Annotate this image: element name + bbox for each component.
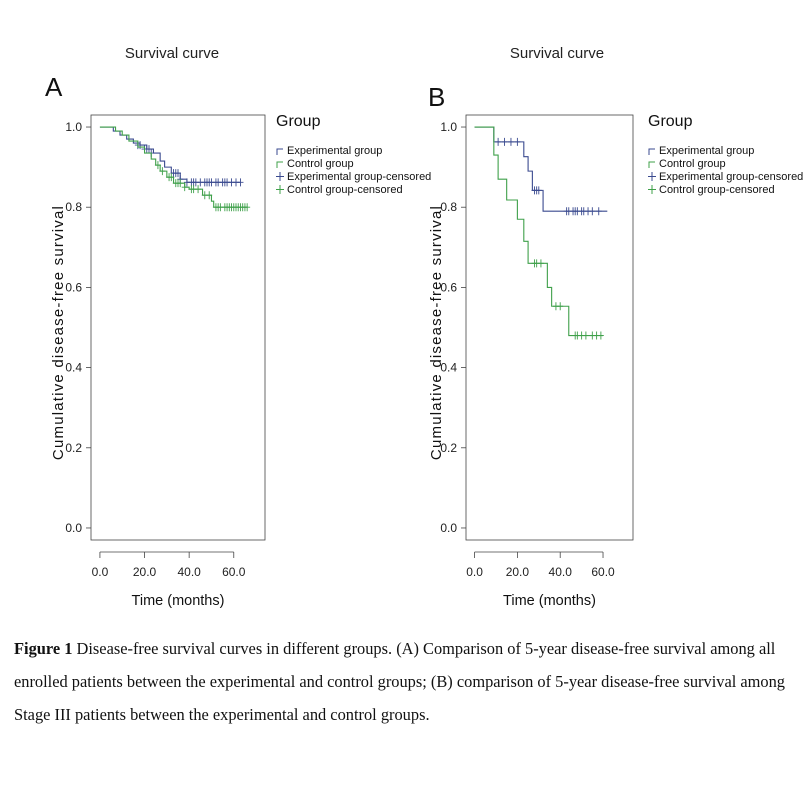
legend-label: Experimental group-censored	[287, 171, 431, 183]
legend-key-line	[648, 161, 655, 168]
y-tick-label: 0.4	[65, 361, 82, 375]
x-tick-label: 40.0	[177, 565, 201, 579]
y-axis-label: Cumulative disease-free survival	[50, 205, 67, 460]
censor-mark	[535, 186, 542, 195]
censor-mark	[495, 137, 502, 146]
censor-mark	[181, 183, 188, 192]
y-tick-label: 1.0	[440, 120, 457, 134]
y-tick-label: 0.6	[65, 280, 82, 294]
censor-mark	[175, 169, 181, 178]
censor-mark	[514, 137, 521, 146]
figure-caption-text: Disease-free survival curves in differen…	[14, 639, 785, 724]
censor-mark	[537, 259, 544, 268]
chart-title: Survival curve	[125, 45, 219, 62]
censor-mark	[501, 137, 508, 146]
legend-label: Control group-censored	[287, 184, 403, 196]
x-axis-label: Time (months)	[503, 593, 596, 609]
y-tick-label: 0.2	[440, 441, 457, 455]
censor-mark	[595, 207, 602, 216]
legend-key-censor	[648, 185, 656, 194]
censor-mark	[146, 145, 152, 154]
legend-label: Control group-censored	[659, 184, 775, 196]
legend-key-line	[276, 148, 283, 155]
series-line	[99, 126, 241, 183]
x-tick-label: 60.0	[222, 565, 246, 579]
legend-title: Group	[276, 113, 321, 130]
censor-mark	[159, 167, 166, 176]
legend-key-line	[648, 148, 655, 155]
y-tick-label: 0.0	[65, 521, 82, 535]
chart-panel-b: Survival curve B 0.0 0.2 0.4 0.6 0.8 1.0 0.0 20.0…	[428, 45, 803, 609]
censor-mark	[206, 191, 213, 200]
censor-mark	[582, 331, 589, 340]
legend-key-censor	[648, 172, 656, 181]
figure-caption: Figure 1 Disease-free survival curves in…	[14, 632, 804, 731]
y-tick-label: 0.0	[440, 521, 457, 535]
series-line	[474, 126, 604, 337]
censor-mark	[168, 173, 175, 182]
y-tick-label: 0.8	[65, 200, 82, 214]
censor-mark	[244, 203, 251, 212]
y-tick-label: 0.8	[440, 200, 457, 214]
legend-label: Experimental group	[287, 145, 382, 157]
panel-letter: B	[428, 82, 445, 112]
x-tick-label: 60.0	[591, 565, 615, 579]
chart-panel-a: Survival curve A 0.0 0.2 0.4 0.6 0.8 1.0 0.0 20.0…	[45, 45, 431, 609]
legend-title: Group	[648, 113, 693, 130]
y-tick-label: 0.4	[440, 361, 457, 375]
panel-letter: A	[45, 72, 63, 102]
censor-mark	[237, 178, 244, 187]
legend-label: Experimental group	[659, 145, 754, 157]
x-tick-label: 40.0	[549, 565, 573, 579]
censor-mark	[507, 137, 514, 146]
legend-key-line	[276, 161, 283, 168]
legend-key-censor	[276, 185, 284, 194]
legend-label: Experimental group-censored	[659, 171, 803, 183]
legend-label: Control group	[287, 158, 354, 170]
y-tick-label: 0.2	[65, 441, 82, 455]
y-tick-label: 1.0	[65, 120, 82, 134]
x-tick-label: 0.0	[92, 565, 109, 579]
figure-caption-label: Figure 1	[14, 639, 73, 658]
y-axis-label: Cumulative disease-free survival	[428, 205, 445, 460]
plot-frame	[90, 114, 266, 541]
censor-mark	[589, 207, 596, 216]
x-tick-label: 20.0	[506, 565, 530, 579]
series-line	[99, 126, 248, 208]
x-tick-label: 20.0	[133, 565, 157, 579]
censor-mark	[557, 302, 564, 311]
censor-mark	[177, 179, 184, 188]
y-tick-label: 0.6	[440, 280, 457, 294]
censor-mark	[597, 331, 604, 340]
legend-label: Control group	[659, 158, 726, 170]
censor-mark	[154, 161, 161, 170]
legend-key-censor	[276, 172, 284, 181]
censor-mark	[195, 185, 202, 194]
series-line	[474, 126, 608, 212]
chart-title: Survival curve	[510, 45, 604, 62]
plot-frame	[465, 114, 634, 541]
x-axis-label: Time (months)	[132, 593, 225, 609]
x-tick-label: 0.0	[466, 565, 483, 579]
